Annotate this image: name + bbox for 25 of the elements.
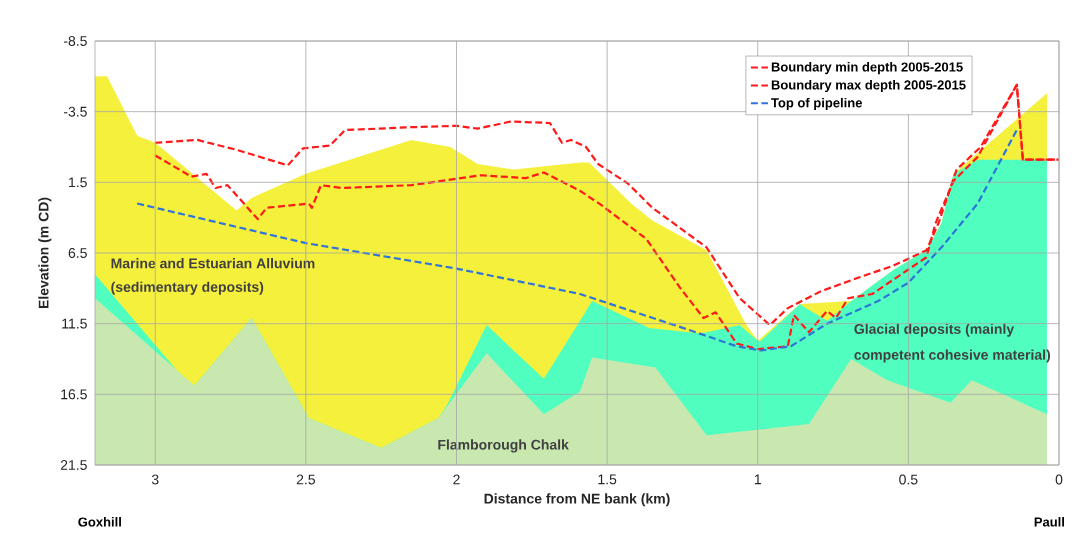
- annotation: Marine and Estuarian Alluvium: [111, 258, 315, 269]
- y-tick-label: -3.5: [63, 106, 87, 117]
- y-tick-label: 16.5: [61, 389, 87, 400]
- text: Paull: [1034, 517, 1064, 527]
- legend-label: Top of pipeline: [771, 97, 863, 110]
- y-tick-label: 1.5: [69, 177, 87, 188]
- x-tick-label: 0: [1055, 474, 1063, 485]
- y-tick-label: 11.5: [62, 318, 87, 329]
- x-tick-label: 2.5: [296, 474, 316, 485]
- y-tick-label: 21.5: [60, 460, 87, 470]
- x-axis-title: Distance from NE bank (km): [484, 493, 670, 507]
- x-tick-label: 2: [453, 474, 460, 485]
- y-axis-title: Elevation (m CD): [38, 197, 52, 309]
- annotation: Flamborough Chalk: [438, 439, 569, 453]
- legend-label: Boundary min depth 2005-2015: [771, 62, 963, 75]
- x-tick-label: 1.5: [598, 474, 617, 485]
- x-tick-label: 1: [754, 474, 761, 485]
- text: Goxhill: [78, 517, 121, 527]
- legend-label: Boundary max depth 2005-2015: [771, 79, 966, 93]
- y-tick-label: 6.5: [68, 248, 87, 258]
- y-tick-label: -8.5: [63, 36, 87, 46]
- x-tick-label: 3: [151, 474, 159, 485]
- annotation: (sedimentary deposits): [111, 281, 264, 295]
- annotation: Glacial deposits (mainly: [854, 323, 1015, 337]
- x-tick-label: 0.5: [899, 474, 918, 485]
